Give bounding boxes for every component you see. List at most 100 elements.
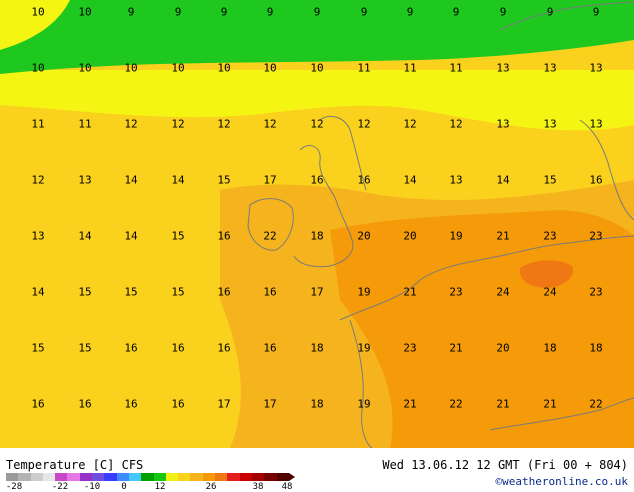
temperature-value: 17 bbox=[263, 173, 277, 187]
temperature-value: 23 bbox=[403, 341, 417, 355]
temperature-value: 14 bbox=[171, 173, 185, 187]
temperature-value: 21 bbox=[496, 397, 510, 411]
temperature-value: 24 bbox=[543, 285, 557, 299]
legend-title: Temperature [C] CFS bbox=[6, 458, 144, 472]
temperature-value: 16 bbox=[263, 341, 277, 355]
temperature-value: 22 bbox=[263, 229, 277, 243]
temperature-value: 12 bbox=[310, 117, 324, 131]
temperature-value: 13 bbox=[31, 229, 45, 243]
temperature-value: 11 bbox=[78, 117, 92, 131]
temperature-value: 15 bbox=[217, 173, 231, 187]
temperature-value: 9 bbox=[592, 5, 600, 19]
scale-swatch bbox=[251, 473, 265, 481]
temperature-value: 12 bbox=[449, 117, 463, 131]
temperature-value: 16 bbox=[310, 173, 324, 187]
temperature-value: 17 bbox=[310, 285, 324, 299]
scale-label: 48 bbox=[281, 482, 293, 492]
temperature-value: 14 bbox=[124, 229, 138, 243]
scale-swatch bbox=[190, 473, 203, 481]
temperature-value: 15 bbox=[171, 285, 185, 299]
temperature-value: 20 bbox=[357, 229, 371, 243]
scale-label: -22 bbox=[51, 482, 69, 492]
temperature-value: 15 bbox=[31, 341, 45, 355]
temperature-value: 12 bbox=[357, 117, 371, 131]
scale-swatch bbox=[153, 473, 166, 481]
color-scale bbox=[6, 473, 295, 481]
scale-swatch bbox=[79, 473, 93, 481]
temperature-value: 16 bbox=[171, 397, 185, 411]
temperature-value: 19 bbox=[449, 229, 463, 243]
temperature-value: 15 bbox=[78, 285, 92, 299]
scale-swatch bbox=[202, 473, 216, 481]
scale-label: 12 bbox=[154, 482, 166, 492]
temperature-value: 21 bbox=[496, 229, 510, 243]
temperature-value: 14 bbox=[496, 173, 510, 187]
temperature-value: 19 bbox=[357, 341, 371, 355]
scale-swatch bbox=[67, 473, 80, 481]
band-10-12 bbox=[0, 70, 634, 131]
scale-swatch bbox=[215, 473, 228, 481]
color-scale-labels: -28 -22 -10 0 12 26 38 48 bbox=[0, 482, 300, 492]
temperature-value: 9 bbox=[499, 5, 507, 19]
band-10-top-left bbox=[0, 0, 70, 50]
temperature-value: 18 bbox=[310, 229, 324, 243]
scale-swatch bbox=[178, 473, 191, 481]
map-footer: Temperature [C] CFS Wed 13.06.12 12 GMT … bbox=[0, 448, 634, 492]
temperature-value: 22 bbox=[449, 397, 463, 411]
temperature-value: 14 bbox=[78, 229, 92, 243]
temperature-value: 20 bbox=[403, 229, 417, 243]
temperature-value: 16 bbox=[217, 341, 231, 355]
scale-swatch bbox=[92, 473, 105, 481]
map-canvas bbox=[0, 0, 634, 448]
temperature-value: 21 bbox=[543, 397, 557, 411]
scale-swatch bbox=[104, 473, 117, 481]
credit-link[interactable]: ©weatheronline.co.uk bbox=[495, 475, 628, 488]
temperature-value: 13 bbox=[589, 61, 603, 75]
temperature-value: 13 bbox=[496, 117, 510, 131]
scale-arrow-icon bbox=[288, 473, 295, 481]
temperature-value: 20 bbox=[496, 341, 510, 355]
scale-swatch bbox=[55, 473, 68, 481]
scale-label: -10 bbox=[83, 482, 101, 492]
temperature-value: 9 bbox=[174, 5, 182, 19]
temperature-value: 13 bbox=[496, 61, 510, 75]
temperature-value: 16 bbox=[31, 397, 45, 411]
temperature-value: 16 bbox=[124, 341, 138, 355]
temperature-value: 21 bbox=[403, 285, 417, 299]
band-24-plus bbox=[519, 260, 573, 288]
temperature-value: 18 bbox=[589, 341, 603, 355]
temperature-value: 16 bbox=[171, 341, 185, 355]
temperature-value: 9 bbox=[266, 5, 274, 19]
temperature-value: 10 bbox=[217, 61, 231, 75]
temperature-value: 10 bbox=[171, 61, 185, 75]
temperature-value: 16 bbox=[263, 285, 277, 299]
temperature-value: 9 bbox=[127, 5, 135, 19]
temperature-value: 13 bbox=[543, 117, 557, 131]
temperature-value: 12 bbox=[124, 117, 138, 131]
temperature-value: 9 bbox=[406, 5, 414, 19]
temperature-value: 9 bbox=[452, 5, 460, 19]
temperature-value: 16 bbox=[217, 229, 231, 243]
temperature-value: 23 bbox=[543, 229, 557, 243]
temperature-value: 23 bbox=[589, 285, 603, 299]
temperature-value: 22 bbox=[589, 397, 603, 411]
temperature-value: 10 bbox=[78, 61, 92, 75]
temperature-value: 11 bbox=[31, 117, 45, 131]
temperature-value: 15 bbox=[78, 341, 92, 355]
temperature-value: 13 bbox=[589, 117, 603, 131]
temperature-value: 11 bbox=[357, 61, 371, 75]
scale-swatch bbox=[264, 473, 277, 481]
temperature-map: 10 10 9 9 9 9 9 9 9 9 9 9 9 10 10 10 10 10 10 10 11 11 11 13 13 1… bbox=[0, 0, 634, 448]
temperature-value: 19 bbox=[357, 285, 371, 299]
temperature-value: 18 bbox=[310, 341, 324, 355]
scale-swatch bbox=[30, 473, 43, 481]
temperature-value: 16 bbox=[78, 397, 92, 411]
scale-swatch bbox=[227, 473, 240, 481]
scale-swatch bbox=[6, 473, 19, 481]
temperature-value: 15 bbox=[124, 285, 138, 299]
temperature-value: 10 bbox=[78, 5, 92, 19]
scale-swatch bbox=[18, 473, 31, 481]
temperature-value: 10 bbox=[31, 61, 45, 75]
scale-label: 38 bbox=[252, 482, 264, 492]
valid-time: Wed 13.06.12 12 GMT (Fri 00 + 804) bbox=[382, 458, 628, 472]
